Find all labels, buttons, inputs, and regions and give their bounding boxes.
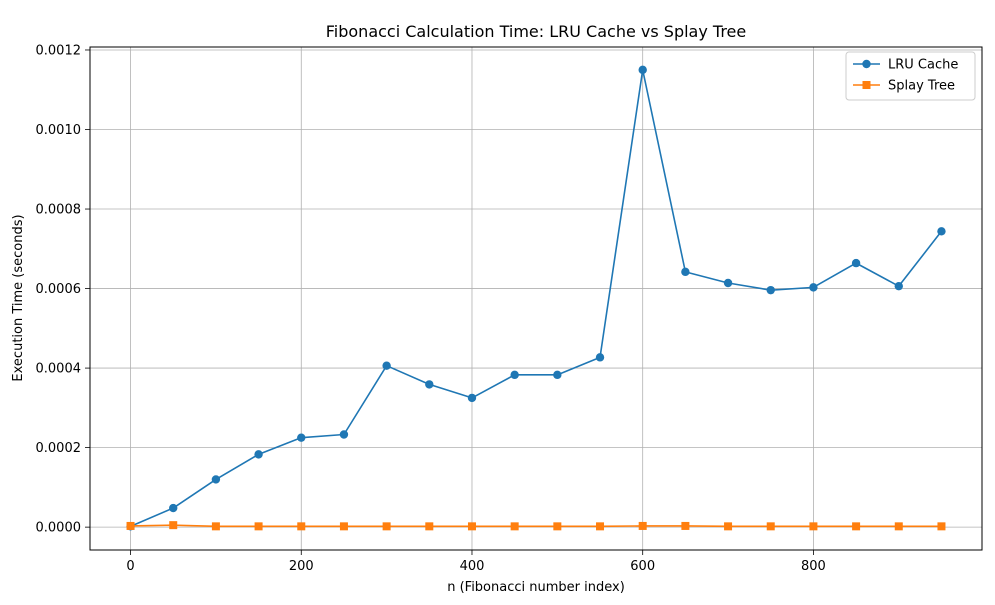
data-point-lru-cache bbox=[553, 370, 562, 380]
data-point-splay-tree bbox=[766, 522, 775, 531]
data-point-lru-cache bbox=[937, 227, 946, 236]
plot-series bbox=[126, 65, 946, 531]
data-point-lru-cache bbox=[681, 267, 690, 277]
data-point-lru-cache bbox=[254, 450, 263, 459]
data-point-splay-tree bbox=[852, 522, 861, 531]
series-lru-cache bbox=[126, 65, 946, 531]
x-tick-label: 0 bbox=[126, 559, 134, 574]
data-point-lru-cache bbox=[169, 503, 178, 513]
data-point-splay-tree bbox=[681, 521, 690, 530]
data-point-splay-tree bbox=[553, 522, 562, 531]
data-point-lru-cache bbox=[297, 433, 306, 442]
y-tick-label: 0.0000 bbox=[36, 521, 82, 536]
series-splay-tree bbox=[126, 521, 946, 531]
legend-marker-splay-tree bbox=[862, 81, 871, 89]
data-point-lru-cache bbox=[211, 475, 221, 484]
data-point-splay-tree bbox=[126, 521, 135, 530]
data-point-lru-cache bbox=[510, 370, 519, 380]
data-point-lru-cache bbox=[339, 430, 349, 439]
data-point-splay-tree bbox=[211, 522, 220, 531]
legend-marker-lru-cache bbox=[862, 59, 871, 69]
x-tick-label: 800 bbox=[801, 559, 826, 574]
x-tick-label: 400 bbox=[460, 559, 485, 574]
y-tick-label: 0.0008 bbox=[36, 203, 82, 218]
data-point-splay-tree bbox=[169, 521, 178, 530]
data-point-lru-cache bbox=[467, 393, 477, 403]
data-point-splay-tree bbox=[724, 522, 733, 531]
y-tick-label: 0.0004 bbox=[36, 362, 82, 377]
data-point-lru-cache bbox=[723, 278, 733, 288]
plot-frame bbox=[89, 46, 983, 551]
data-point-splay-tree bbox=[382, 522, 391, 531]
grid bbox=[90, 47, 982, 550]
x-tick-label: 200 bbox=[289, 559, 314, 574]
y-tick-label: 0.0012 bbox=[36, 43, 82, 58]
data-point-splay-tree bbox=[596, 522, 605, 531]
data-point-splay-tree bbox=[638, 521, 647, 530]
data-point-lru-cache bbox=[809, 283, 818, 292]
y-tick-label: 0.0002 bbox=[36, 441, 82, 456]
data-point-lru-cache bbox=[638, 65, 647, 75]
series-line-splay-tree bbox=[130, 524, 942, 528]
legend-label-lru-cache: LRU Cache bbox=[888, 58, 958, 73]
chart-title: Fibonacci Calculation Time: LRU Cache vs… bbox=[326, 22, 747, 41]
data-point-splay-tree bbox=[467, 522, 476, 531]
data-point-splay-tree bbox=[937, 522, 946, 531]
data-point-splay-tree bbox=[894, 522, 903, 531]
data-point-splay-tree bbox=[297, 522, 306, 531]
y-tick-label: 0.0010 bbox=[36, 123, 82, 138]
data-point-lru-cache bbox=[595, 353, 605, 362]
data-point-lru-cache bbox=[851, 258, 861, 268]
data-point-splay-tree bbox=[510, 522, 519, 531]
y-tick-label: 0.0006 bbox=[36, 282, 82, 297]
series-line-lru-cache bbox=[130, 69, 943, 528]
data-point-splay-tree bbox=[809, 522, 818, 531]
data-point-splay-tree bbox=[254, 522, 263, 531]
data-point-lru-cache bbox=[382, 361, 391, 370]
data-point-lru-cache bbox=[766, 285, 775, 295]
data-point-splay-tree bbox=[425, 522, 434, 531]
y-axis-label: Execution Time (seconds) bbox=[11, 214, 26, 381]
axis-ticks: 0 200 400 600 800 0.0000 0.0002 0.0004 0.0006 0.0… bbox=[36, 43, 826, 574]
data-point-lru-cache bbox=[894, 281, 903, 291]
legend: LRU Cache Splay Tree bbox=[845, 51, 976, 101]
x-axis-label: n (Fibonacci number index) bbox=[447, 580, 625, 595]
data-point-splay-tree bbox=[339, 522, 348, 531]
legend-label-splay-tree: Splay Tree bbox=[888, 79, 955, 94]
data-point-lru-cache bbox=[425, 380, 434, 389]
x-tick-label: 600 bbox=[630, 559, 655, 574]
